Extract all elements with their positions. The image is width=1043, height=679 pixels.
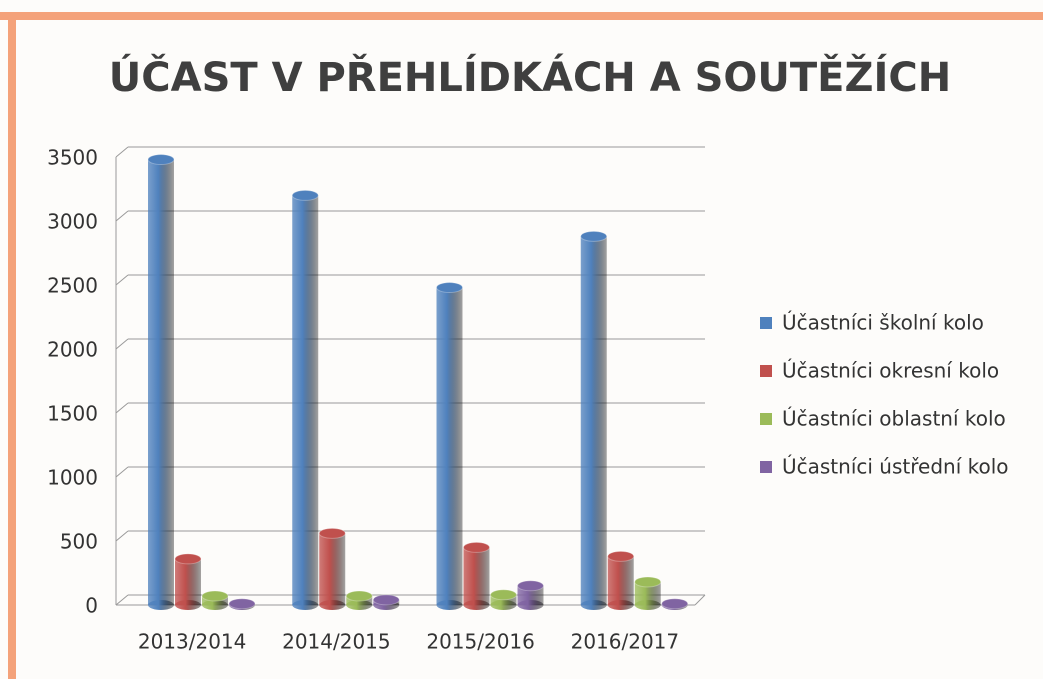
bar-cap (661, 598, 689, 610)
bar-cap (580, 230, 608, 242)
bar-cap (607, 550, 635, 562)
bar (228, 598, 256, 610)
chart-title: ÚČAST V PŘEHLÍDKÁCH A SOUTĚŽÍCH (109, 53, 951, 101)
bar-body (580, 236, 607, 606)
legend-label: Účastníci okresní kolo (782, 359, 999, 383)
bar-cap (291, 189, 319, 201)
y-tick-label: 0 (85, 594, 98, 618)
bar (463, 541, 490, 610)
y-tick-label: 2000 (47, 338, 98, 362)
bar (634, 576, 662, 610)
bar (580, 230, 608, 610)
frame-left (8, 12, 16, 679)
bar-body (436, 287, 463, 605)
grid-depth (115, 594, 129, 606)
bar-cap (345, 590, 373, 602)
grid-depth (115, 402, 129, 414)
legend-swatch (760, 461, 772, 473)
bar-body (319, 533, 346, 605)
bar (517, 580, 544, 610)
bar-body (175, 558, 201, 605)
x-tick-label: 2015/2016 (426, 630, 535, 654)
bar (318, 527, 346, 610)
bar (291, 189, 319, 610)
y-tick-label: 3500 (47, 146, 98, 170)
bar (174, 553, 202, 610)
bar-cap (174, 553, 202, 565)
grid-depth (115, 146, 129, 158)
legend-swatch (760, 413, 772, 425)
bar (201, 590, 229, 610)
bar-body (607, 556, 634, 605)
bar-cap (372, 594, 400, 606)
y-tick-label: 3000 (47, 210, 98, 234)
bar (661, 598, 689, 610)
bar (372, 594, 400, 610)
legend-swatch (760, 365, 772, 377)
bar-body (634, 581, 661, 605)
bar (436, 282, 463, 610)
bar (607, 550, 635, 610)
bar-body (148, 159, 174, 605)
y-tick-label: 1000 (47, 466, 98, 490)
grid-depth (115, 210, 129, 222)
bar-cap (634, 576, 662, 588)
bar-cap (517, 580, 544, 592)
bar-cap (490, 589, 517, 601)
x-tick-label: 2016/2017 (571, 630, 680, 654)
floor-side (694, 594, 706, 606)
grid-depth (115, 530, 129, 542)
bar-cap (318, 527, 346, 539)
bar-cap (463, 541, 490, 553)
bar (345, 590, 373, 610)
bar-body (490, 594, 517, 605)
y-tick-label: 500 (60, 530, 98, 554)
y-tick-label: 2500 (47, 274, 98, 298)
grid-depth (115, 466, 129, 478)
y-tick-label: 1500 (47, 402, 98, 426)
legend-label: Účastníci školní kolo (782, 311, 984, 335)
x-tick-label: 2014/2015 (282, 630, 391, 654)
x-tick-label: 2013/2014 (138, 630, 247, 654)
grid-depth (115, 274, 129, 286)
bar (147, 154, 175, 610)
legend-label: Účastníci ústřední kolo (782, 455, 1009, 479)
bar-cap (201, 590, 229, 602)
bar-cap (147, 154, 175, 166)
frame-top (0, 12, 1043, 20)
bar-cap (228, 598, 256, 610)
bar-cap (436, 282, 463, 294)
bar-body (292, 195, 319, 605)
legend-label: Účastníci oblastní kolo (782, 407, 1006, 431)
bar-body (517, 585, 544, 605)
legend-swatch (760, 317, 772, 329)
bar (490, 589, 517, 610)
bar-body (463, 547, 490, 605)
grid-depth (115, 338, 129, 350)
